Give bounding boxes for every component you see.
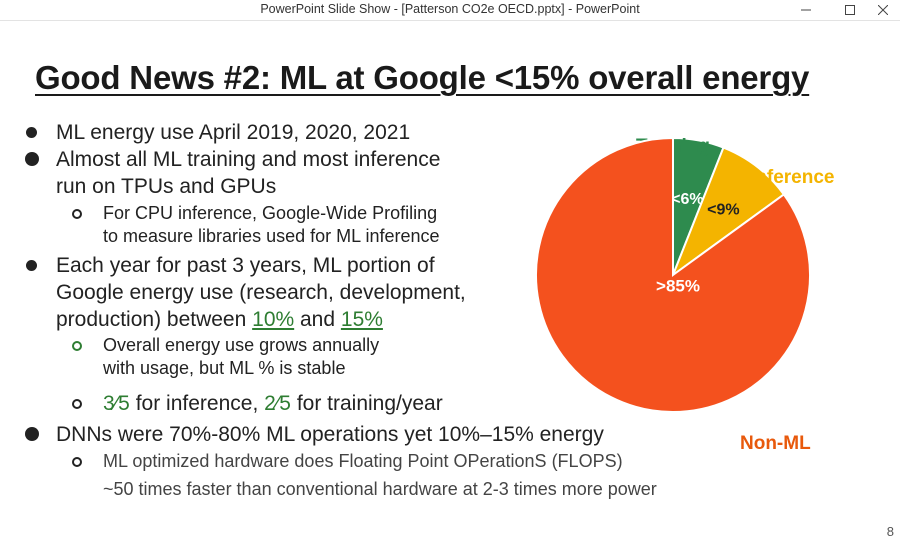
close-icon (878, 5, 888, 15)
bullet-ml-training-line2: run on TPUs and GPUs (56, 173, 276, 200)
window-titlebar: PowerPoint Slide Show - [Patterson CO2e … (0, 0, 900, 21)
sub-bullet-flops-line2: ~50 times faster than conventional hardw… (103, 478, 657, 501)
bullet-dot (26, 260, 37, 271)
slide-number: 8 (887, 524, 894, 539)
bullet-ml-portion-line3-and: and (294, 308, 341, 331)
sub-bullet-cpu-inference-line1: For CPU inference, Google-Wide Profiling (103, 202, 437, 225)
pie-category-label-non-ml: Non-ML (740, 433, 811, 454)
minimize-icon (801, 5, 811, 15)
slide-title: Good News #2: ML at Google <15% overall … (35, 59, 809, 97)
sub-bullet-ring (72, 399, 82, 409)
sub-bullet-cpu-inference-line2: to measure libraries used for ML inferen… (103, 225, 440, 248)
close-button[interactable] (866, 0, 900, 20)
bullet-ml-energy-use: ML energy use April 2019, 2020, 2021 (56, 119, 410, 146)
maximize-button[interactable] (833, 0, 867, 20)
bullet-dot (25, 152, 39, 166)
ml-energy-pie-chart: <6%Training<9%Inference>85%Non-ML (520, 116, 860, 466)
link-15-percent[interactable]: 15% (341, 308, 383, 331)
pie-value-label-non-ml: >85% (656, 276, 700, 295)
sub-bullet-ring (72, 457, 82, 467)
link-10-percent[interactable]: 10% (252, 308, 294, 331)
bullet-ml-portion-line3-prefix: production) between (56, 308, 252, 331)
fraction-three-fifths: 3⁄5 (103, 392, 130, 415)
bullet-ml-portion-line3: production) between 10% and 15% (56, 306, 383, 333)
pie-value-label-training: <6% (671, 191, 703, 208)
bullet-dot (25, 427, 39, 441)
bullet-dot (26, 127, 37, 138)
slide: Good News #2: ML at Google <15% overall … (0, 21, 900, 545)
bullet-ml-portion-line1: Each year for past 3 years, ML portion o… (56, 252, 435, 279)
split-text-inference: for inference, (130, 392, 264, 415)
pie-category-label-inference: Inference (750, 167, 834, 188)
window-title: PowerPoint Slide Show - [Patterson CO2e … (0, 2, 900, 16)
maximize-icon (845, 5, 855, 15)
pie-value-label-inference: <9% (707, 201, 739, 218)
sub-bullet-ring (72, 341, 82, 351)
sub-bullet-overall-energy-line2: with usage, but ML % is stable (103, 357, 345, 380)
sub-bullet-overall-energy-line1: Overall energy use grows annually (103, 334, 379, 357)
split-text-training: for training/year (291, 392, 443, 415)
bullet-ml-training-line1: Almost all ML training and most inferenc… (56, 146, 440, 173)
sub-bullet-ring (72, 209, 82, 219)
minimize-button[interactable] (789, 0, 823, 20)
sub-bullet-inference-training-split: 3⁄5 for inference, 2⁄5 for training/year (103, 390, 443, 417)
bullet-ml-portion-line2: Google energy use (research, development… (56, 279, 466, 306)
fraction-two-fifths: 2⁄5 (264, 392, 291, 415)
